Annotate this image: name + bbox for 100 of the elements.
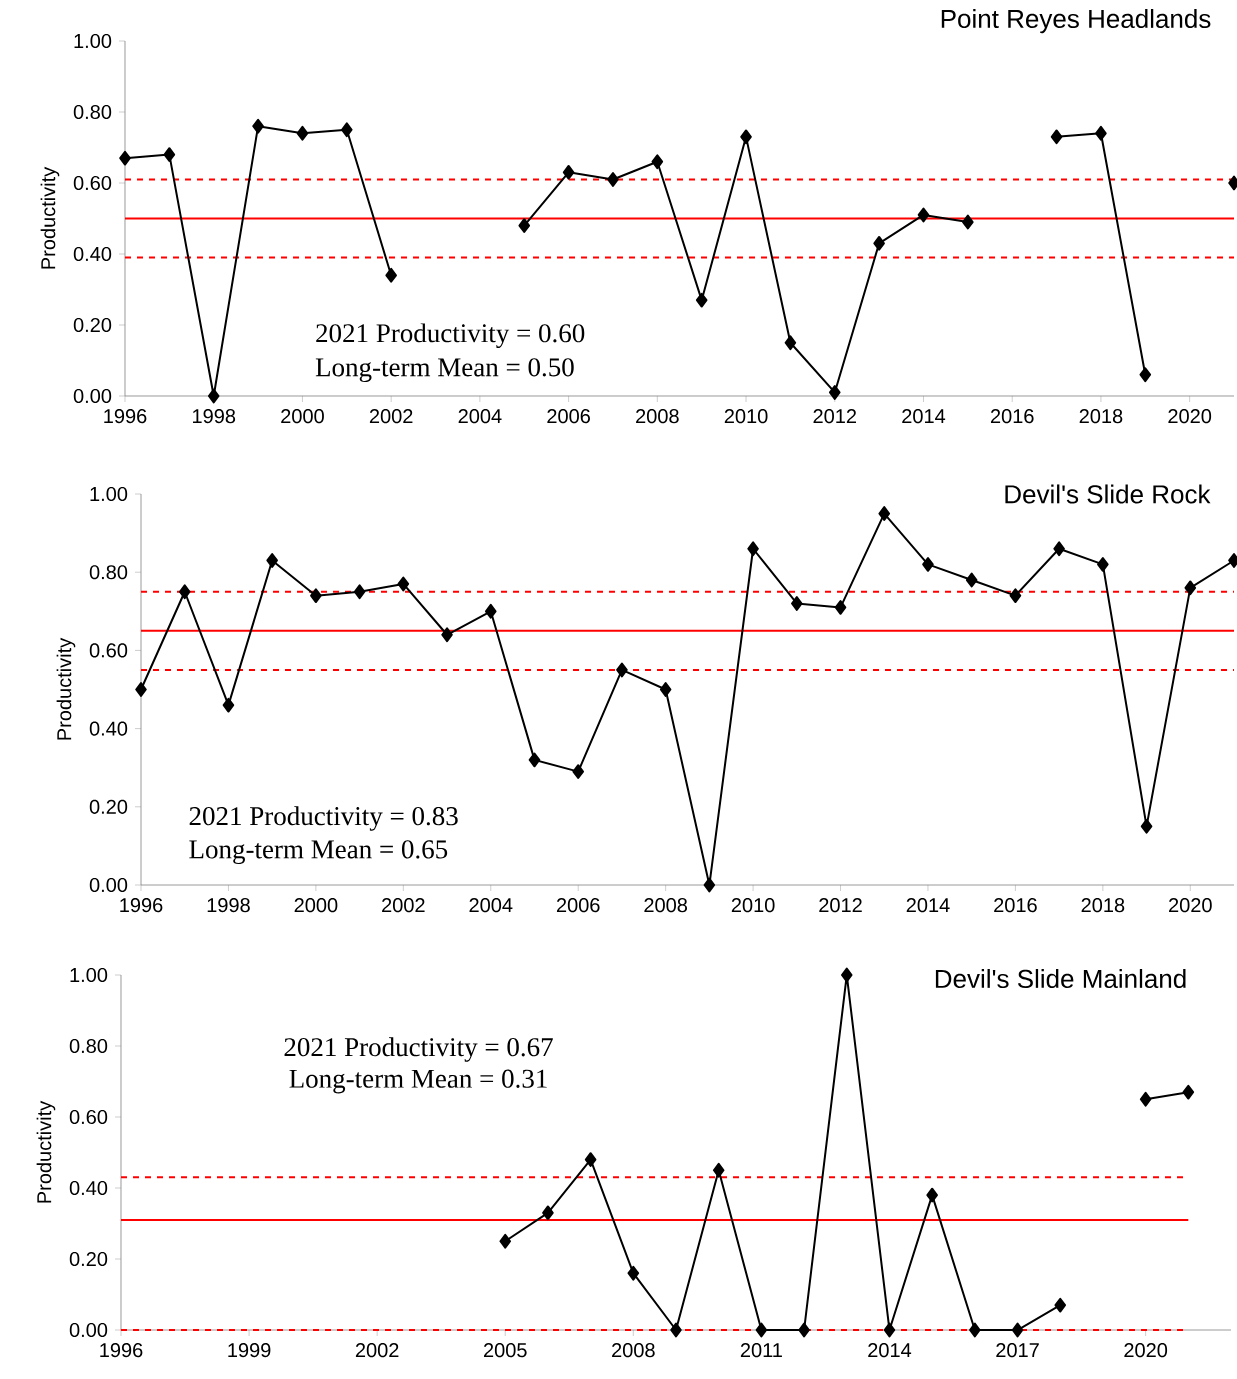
point — [962, 214, 974, 230]
y-tick-label: 0.60 — [89, 643, 128, 658]
x-tick-label: 2004 — [469, 898, 513, 913]
annotation: 2021 Productivity = 0.60 — [316, 323, 585, 348]
chart-title: Devil's Slide Mainland — [935, 969, 1186, 989]
y-tick-label: 0.80 — [89, 565, 128, 580]
point — [1097, 556, 1109, 572]
x-tick-label: 2016 — [994, 898, 1037, 913]
y-axis-title: Productivity — [36, 1100, 56, 1203]
x-tick-label: 2002 — [369, 409, 413, 424]
x-tick-label: 1996 — [120, 898, 163, 913]
point — [584, 1152, 597, 1168]
point — [1139, 1091, 1152, 1107]
point — [385, 267, 397, 283]
x-tick-label: 2018 — [1081, 898, 1125, 913]
x-tick-label: 2020 — [1124, 1343, 1168, 1358]
y-tick-label: 1.00 — [74, 33, 112, 49]
point — [965, 572, 978, 588]
point — [627, 1265, 640, 1281]
y-tick-label: 0.00 — [73, 388, 112, 404]
point — [712, 1162, 725, 1178]
x-tick-label: 1996 — [104, 409, 147, 424]
x-tick-label: 2012 — [813, 409, 857, 424]
x-tick-label: 2008 — [644, 898, 688, 913]
x-tick-label: 2010 — [731, 898, 775, 913]
y-tick-label: 1.00 — [90, 486, 128, 502]
y-tick-label: 0.40 — [73, 246, 112, 262]
x-tick-label: 2002 — [355, 1343, 399, 1358]
x-tick-label: 2018 — [1079, 409, 1123, 424]
point — [607, 172, 619, 187]
x-tick-label: 2016 — [990, 409, 1034, 424]
point — [207, 388, 220, 404]
point — [562, 164, 575, 180]
point — [784, 335, 797, 351]
point — [163, 147, 176, 162]
y-tick-label: 0.60 — [73, 175, 112, 191]
point — [266, 553, 278, 568]
point — [1182, 1084, 1195, 1100]
x-tick-label: 2005 — [483, 1343, 527, 1358]
point — [1140, 818, 1153, 834]
point — [397, 576, 410, 592]
point — [969, 1322, 981, 1338]
point — [1139, 367, 1152, 383]
point — [119, 150, 131, 166]
x-tick-label: 2010 — [724, 409, 768, 424]
x-tick-label: 2020 — [1168, 409, 1212, 424]
point — [695, 292, 708, 308]
chart-title: Point Reyes Headlands — [941, 8, 1211, 34]
point — [1053, 541, 1065, 557]
y-tick-label: 0.00 — [69, 1322, 108, 1338]
x-tick-label: 2008 — [636, 409, 679, 424]
x-tick-label: 2017 — [996, 1343, 1039, 1358]
x-tick-label: 2008 — [612, 1343, 655, 1358]
point — [528, 752, 541, 768]
annotation: Long-term Mean = 0.65 — [189, 840, 448, 865]
x-tick-label: 2000 — [281, 409, 324, 424]
point — [310, 588, 322, 604]
point — [135, 682, 147, 697]
point — [840, 967, 853, 983]
point — [1054, 1297, 1067, 1313]
point — [659, 682, 672, 697]
point — [1050, 129, 1063, 145]
x-tick-label: 2012 — [819, 898, 862, 913]
x-tick-label: 2004 — [458, 409, 502, 424]
point — [353, 584, 366, 600]
x-tick-label: 2006 — [547, 409, 590, 424]
point — [755, 1322, 768, 1338]
y-tick-label: 0.80 — [73, 104, 112, 120]
point — [926, 1187, 938, 1203]
point — [1011, 1322, 1024, 1338]
x-tick-label: 1999 — [228, 1343, 271, 1358]
point — [703, 877, 716, 893]
y-tick-label: 1.00 — [70, 967, 108, 983]
x-tick-label: 2014 — [868, 1343, 912, 1358]
x-tick-label: 2002 — [382, 898, 425, 913]
y-tick-label: 0.00 — [89, 877, 128, 893]
x-tick-label: 2011 — [740, 1343, 782, 1358]
point — [791, 596, 803, 611]
y-axis-title: Productivity — [56, 637, 76, 740]
annotation: 2021 Productivity = 0.67 — [284, 1037, 553, 1062]
point — [1184, 580, 1197, 596]
point — [484, 603, 497, 619]
point — [883, 1322, 896, 1338]
point — [828, 385, 841, 400]
point — [518, 218, 531, 233]
point — [747, 541, 759, 557]
point — [296, 125, 309, 141]
point — [922, 556, 934, 572]
point — [670, 1322, 682, 1338]
y-tick-label: 0.60 — [69, 1109, 108, 1125]
x-tick-label: 1998 — [207, 898, 250, 913]
y-axis-title: Productivity — [40, 166, 60, 269]
y-tick-label: 0.40 — [89, 721, 128, 736]
y-tick-label: 0.20 — [69, 1251, 108, 1267]
point — [542, 1205, 554, 1221]
annotation: Long-term Mean = 0.50 — [315, 358, 574, 382]
point — [834, 600, 847, 615]
point — [878, 506, 891, 521]
y-tick-label: 0.20 — [89, 799, 128, 814]
chart-title: Devil's Slide Rock — [1005, 484, 1211, 504]
